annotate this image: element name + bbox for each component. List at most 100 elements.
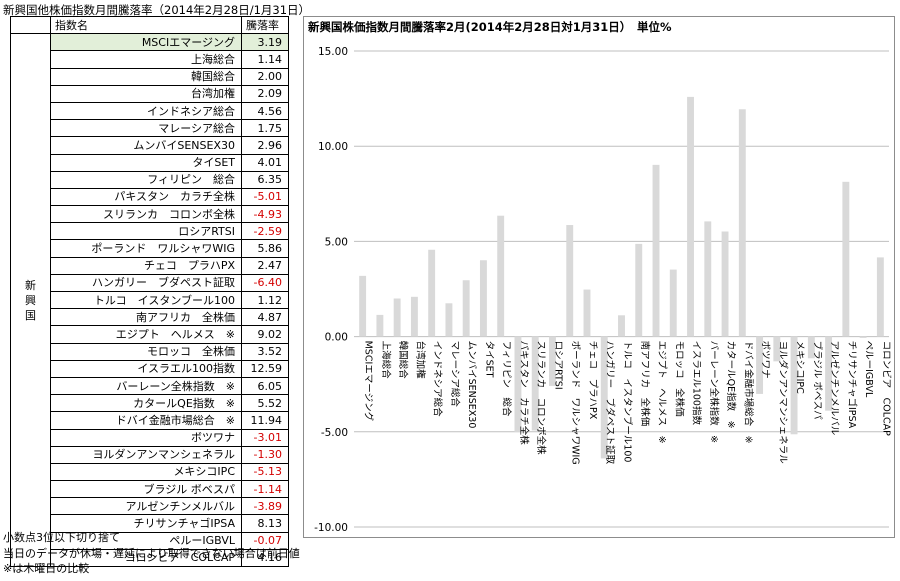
index-name-cell: 台湾加権	[50, 84, 242, 103]
change-rate-cell: -1.14	[241, 480, 289, 499]
bar	[428, 249, 436, 337]
table-row: モロッコ 全株価 3.52	[11, 342, 289, 361]
x-tick-label: コロンビア COLCAP	[880, 341, 891, 437]
x-tick-label: ポーランド ワルシャワWIG	[570, 341, 581, 465]
change-rate-cell: 4.16	[241, 548, 289, 568]
table-row: イスラエル100指数 12.59	[11, 359, 289, 378]
table-row: 台湾加権 2.09	[11, 84, 289, 103]
change-rate-cell: -1.30	[241, 445, 289, 464]
table-row: トルコ イスタンブール100 1.12	[11, 290, 289, 310]
table-row: ムンバイSENSEX30 2.96	[11, 136, 289, 155]
index-name-cell: ブラジル ボベスパ	[50, 480, 242, 499]
change-rate-cell: 2.96	[241, 136, 289, 155]
x-tick-label: ヨルダンアンマンシェネラル	[777, 341, 789, 465]
index-name-cell: ボツワナ	[50, 428, 242, 447]
page-title: 新興国他株価指数月間騰落率（2014年2月28日/1月31日）	[3, 3, 311, 17]
x-tick-label: ムンバイSENSEX30	[466, 341, 477, 429]
bar	[531, 336, 539, 431]
note-rounding: 小数点3位以下切り捨て	[3, 531, 120, 544]
table-row: フィリピン 総合 6.35	[11, 170, 289, 189]
table-row: バーレーン全株指数 ※ 6.05	[11, 376, 289, 396]
index-name-cell: バーレーン全株指数 ※	[50, 376, 242, 396]
x-tick-label: ドバイ金融市場総合 ※	[742, 341, 754, 444]
index-table: 指数名 騰落率 新興国 MSCIエマージング 3.19 上海総合 1.14 韓国総合 2.0…	[10, 15, 289, 568]
chart-panel: 新興国株価指数月間騰落率2月(2014年2月28日対1月31日） 単位% 15.…	[303, 16, 895, 538]
x-tick-label: ロシアRTSI	[552, 341, 563, 390]
index-name-cell: チェコ プラハPX	[50, 256, 242, 275]
bar	[842, 181, 850, 337]
index-name-cell: スリランカ コロンボ全株	[50, 205, 242, 224]
bar	[825, 336, 833, 411]
bar	[514, 336, 522, 432]
bar	[497, 215, 505, 337]
change-rate-cell: 1.14	[241, 50, 289, 69]
table-row: 上海総合 1.14	[11, 50, 289, 69]
group-label-char: 新	[25, 278, 36, 292]
change-rate-cell: -0.07	[241, 531, 289, 550]
bar	[376, 314, 384, 337]
table-row: チェコ プラハPX 2.47	[11, 256, 289, 275]
chart-title: 新興国株価指数月間騰落率2月(2014年2月28日対1月31日） 単位%	[308, 20, 672, 34]
note-holiday: 当日のデータが休場・遅延により取得できない場合は前日値	[3, 546, 300, 560]
x-tick-label: インドネシア総合	[432, 341, 444, 418]
x-tick-label: タイSET	[483, 341, 494, 378]
header-index-name: 指数名	[50, 15, 242, 35]
bar	[410, 296, 418, 337]
index-name-cell: イスラエル100指数	[50, 359, 242, 378]
change-rate-cell: -5.13	[241, 462, 289, 482]
table-row: 新興国 MSCIエマージング 3.19	[10, 33, 289, 567]
bar	[566, 225, 574, 337]
x-tick-label: ペルーIGBVL	[863, 341, 874, 398]
change-rate-cell: -4.93	[241, 205, 289, 224]
change-rate-cell: 1.12	[241, 290, 289, 310]
bar	[549, 336, 556, 386]
x-tick-label: メキシコIPC	[794, 341, 805, 395]
table-header-row: 指数名 騰落率	[10, 15, 289, 35]
group-label-char: 国	[25, 308, 36, 322]
change-rate-cell: 2.09	[241, 84, 289, 103]
index-name-cell: タイSET	[50, 153, 242, 172]
index-name-cell: 上海総合	[50, 50, 242, 69]
x-tick-label: 韓国総合	[397, 341, 409, 380]
change-rate-cell: 8.13	[241, 514, 289, 533]
index-name-cell: チリサンチャゴIPSA	[50, 514, 242, 533]
bar	[859, 336, 867, 338]
x-tick-label: スリランカ コロンボ全株	[535, 341, 547, 456]
bar	[652, 164, 660, 337]
index-name-cell: ヨルダンアンマンシェネラル	[50, 445, 242, 464]
index-name-cell: コロンビア COLCAP	[50, 548, 242, 568]
table-row: ロシアRTSI -2.59	[11, 222, 289, 241]
y-tick-label: 0.00	[325, 332, 348, 344]
index-name-cell: ハンガリー ブダペスト証取	[50, 273, 242, 293]
x-tick-label: ブラジル ボベスパ	[811, 341, 823, 421]
index-name-cell: トルコ イスタンブール100	[50, 290, 242, 310]
bar	[773, 336, 781, 362]
change-rate-cell: 12.59	[241, 359, 289, 378]
bar	[600, 336, 608, 459]
x-tick-label: 南アフリカ 全株価	[639, 341, 651, 427]
bar	[359, 275, 367, 337]
table-row: 韓国総合 2.00	[11, 67, 289, 86]
bar	[583, 289, 591, 337]
x-tick-label: 上海総合	[380, 341, 392, 380]
table-row: コロンビア COLCAP 4.16	[11, 548, 289, 568]
table-row: パキスタン カラチ全株 -5.01	[11, 187, 289, 207]
index-name-cell: アルゼンチンメルバル	[50, 497, 242, 516]
index-name-cell: マレーシア総合	[50, 119, 242, 138]
change-rate-cell: 6.35	[241, 170, 289, 189]
index-name-cell: ペルーIGBVL	[50, 531, 242, 550]
index-name-cell: パキスタン カラチ全株	[50, 187, 242, 207]
x-tick-label: バーレーン全株指数 ※	[708, 341, 720, 444]
group-label: 新興国	[10, 33, 51, 567]
change-rate-cell: 9.02	[241, 325, 289, 344]
table-row: ブラジル ボベスパ -1.14	[11, 480, 289, 499]
change-rate-cell: 11.94	[241, 411, 289, 430]
change-rate-cell: -6.40	[241, 273, 289, 293]
index-name-cell: モロッコ 全株価	[50, 342, 242, 361]
change-rate-cell: 4.56	[241, 101, 289, 121]
bar	[445, 303, 453, 337]
change-rate-cell: 6.05	[241, 376, 289, 396]
y-tick-label: 15.00	[318, 46, 348, 58]
index-name-cell: カタールQE指数 ※	[50, 394, 242, 413]
table-row: マレーシア総合 1.75	[11, 119, 289, 138]
